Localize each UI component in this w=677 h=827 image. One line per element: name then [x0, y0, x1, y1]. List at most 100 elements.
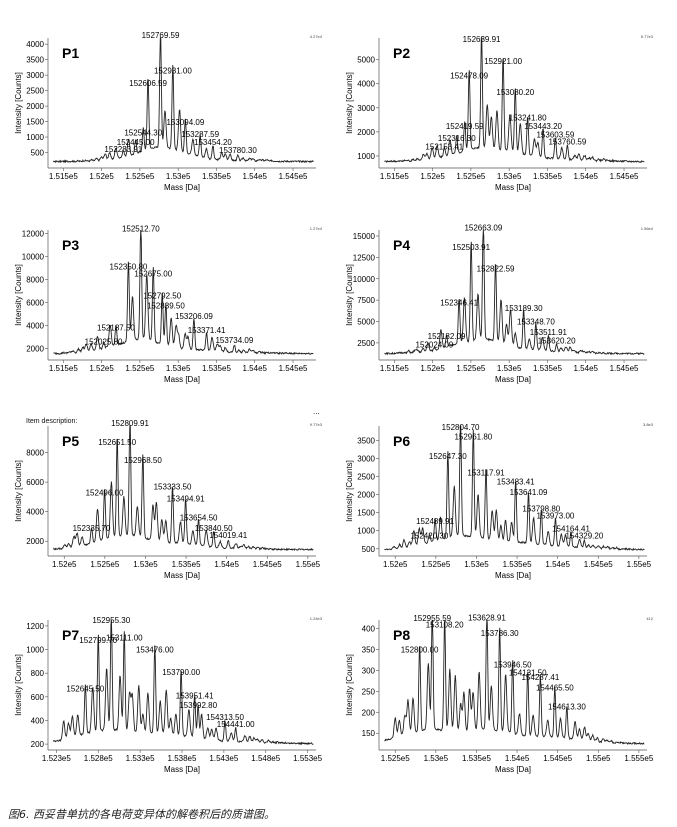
x-tick-label: 1.553e5: [293, 754, 322, 763]
peak-label: 152822.59: [477, 264, 515, 273]
x-tick-label: 1.538e5: [168, 754, 197, 763]
peak-label: 153992.80: [179, 701, 217, 710]
x-tick-label: 1.535e5: [533, 364, 562, 373]
peak-label: 152478.09: [450, 71, 488, 80]
y-tick-label: 3500: [357, 436, 375, 445]
x-tick-label: 1.535e5: [533, 172, 562, 181]
peak-label: 153786.30: [481, 629, 519, 638]
x-tick-label: 1.53e5: [424, 754, 449, 763]
y-tick-label: 12000: [22, 229, 45, 238]
y-tick-label: 1000: [357, 527, 375, 536]
spectrum-line: [384, 619, 645, 746]
peak-label: 153443.20: [524, 122, 562, 131]
y-tick-label: 2000: [357, 128, 375, 137]
x-axis-label: Mass [Da]: [495, 183, 531, 192]
y-tick-label: 1000: [26, 133, 44, 142]
y-tick-label: 6000: [26, 478, 44, 487]
x-tick-label: 1.545e5: [610, 364, 639, 373]
peak-label: 153620.20: [538, 336, 576, 345]
x-axis-label: Mass [Da]: [164, 571, 200, 580]
y-tick-label: 2500: [26, 87, 44, 96]
peak-label: 153333.50: [154, 482, 192, 491]
spectrum-line: [53, 425, 314, 552]
spectrum-line: [52, 37, 314, 164]
x-tick-label: 1.54e5: [574, 172, 599, 181]
chart-svg: P5 9.77e3 2000 4000 6000 8000 1.52e5 1.525e5 1.5…: [14, 419, 323, 580]
y-tick-label: 1200: [26, 622, 44, 631]
y-tick-label: 500: [362, 545, 376, 554]
peak-label: 152496.00: [86, 488, 124, 497]
x-tick-label: 1.545e5: [543, 754, 572, 763]
spectrum-line: [384, 229, 645, 356]
y-tick-label: 600: [31, 693, 45, 702]
peak-label: 153108.20: [426, 620, 464, 629]
peak-label: 153287.59: [181, 130, 219, 139]
x-tick-label: 1.525e5: [125, 172, 154, 181]
x-tick-label: 1.525e5: [456, 172, 485, 181]
chart-panel-p3: P3 1.27e4 2000 4000 6000 8000 10000 12000 1.515e…: [10, 224, 328, 389]
peak-label: 153117.91: [467, 468, 505, 477]
y-tick-label: 150: [362, 729, 376, 738]
x-tick-label: 1.52e5: [52, 560, 77, 569]
peak-label: 153654.50: [180, 514, 218, 523]
peak-label: 152804.70: [442, 423, 480, 432]
x-axis-label: Mass [Da]: [164, 765, 200, 774]
x-tick-label: 1.515e5: [380, 172, 409, 181]
max-intensity-label: 1.56e4: [641, 226, 654, 231]
x-tick-label: 1.523e5: [42, 754, 71, 763]
chart-svg: P4 1.56e4 2500 5000 7500 10000 12500 15000 1.515…: [345, 223, 654, 384]
x-tick-label: 1.535e5: [462, 754, 491, 763]
y-tick-label: 12500: [353, 253, 376, 262]
x-tick-label: 1.53e5: [166, 172, 191, 181]
y-tick-label: 10000: [22, 252, 45, 261]
peak-label: 153951.41: [176, 692, 214, 701]
x-tick-label: 1.545e5: [610, 172, 639, 181]
chart-svg: P8 412 150 200 250 300 350 400 1.525e5 1.53e5 1.53…: [345, 613, 654, 774]
y-tick-label: 2000: [26, 102, 44, 111]
item-menu-icon[interactable]: ...: [313, 407, 320, 416]
y-tick-label: 2500: [357, 473, 375, 482]
x-tick-label: 1.54e5: [214, 560, 239, 569]
chart-title: P7: [62, 627, 79, 643]
peak-label: 152769.59: [142, 31, 180, 40]
x-axis-label: Mass [Da]: [495, 375, 531, 384]
peak-label: 153780.30: [219, 146, 257, 155]
peak-label: 152419.59: [446, 122, 484, 131]
peak-label: 152955.59: [413, 614, 451, 623]
y-tick-label: 200: [362, 708, 376, 717]
peak-label: 152316.30: [438, 134, 476, 143]
y-tick-label: 2000: [26, 344, 44, 353]
peak-label: 152420.30: [410, 532, 448, 541]
y-tick-label: 1500: [26, 118, 44, 127]
max-intensity-label: 9.77e3: [310, 422, 323, 427]
x-tick-label: 1.525e5: [90, 560, 119, 569]
x-tick-label: 1.535e5: [202, 364, 231, 373]
peak-label: 152800.00: [401, 646, 439, 655]
x-axis-label: Mass [Da]: [164, 183, 200, 192]
chart-panel-p7: P7 1.24e3 200 400 600 800 1000 1200 1.523e5 1.528…: [10, 614, 328, 779]
x-tick-label: 1.54e5: [545, 560, 570, 569]
peak-label: 152968.50: [124, 456, 162, 465]
x-tick-label: 1.52e5: [383, 560, 408, 569]
peak-label: 152182.09: [428, 332, 466, 341]
peak-label: 153348.70: [517, 318, 555, 327]
x-tick-label: 1.53e5: [497, 364, 522, 373]
peak-label: 153189.30: [505, 304, 543, 313]
x-axis-label: Mass [Da]: [495, 571, 531, 580]
peak-label: 152639.91: [463, 35, 501, 44]
peak-label: 152645.50: [66, 684, 104, 693]
chart-svg: P6 3.8e3 500 1000 1500 2000 2500 3000 3500 1.52e5…: [345, 422, 654, 580]
peak-label: 153494.91: [167, 494, 205, 503]
chart-panel-p5: P5 9.77e3 2000 4000 6000 8000 1.52e5 1.525e5 1.5…: [10, 419, 328, 585]
peak-label: 152931.00: [154, 67, 192, 76]
peak-label: 152606.59: [129, 79, 167, 88]
figure-caption: 图6. 西妥昔单抗的各电荷变异体的解卷积后的质谱图。: [8, 808, 275, 821]
peak-label: 153241.80: [509, 113, 547, 122]
peak-label: 152445.00: [117, 138, 155, 147]
y-tick-label: 3000: [357, 104, 375, 113]
y-tick-label: 8000: [26, 275, 44, 284]
x-tick-label: 1.555e5: [624, 754, 653, 763]
y-tick-label: 7500: [357, 296, 375, 305]
chart-panel-p6: P6 3.8e3 500 1000 1500 2000 2500 3000 3500 1.52e5…: [341, 420, 659, 585]
spectrum-line: [384, 425, 645, 551]
